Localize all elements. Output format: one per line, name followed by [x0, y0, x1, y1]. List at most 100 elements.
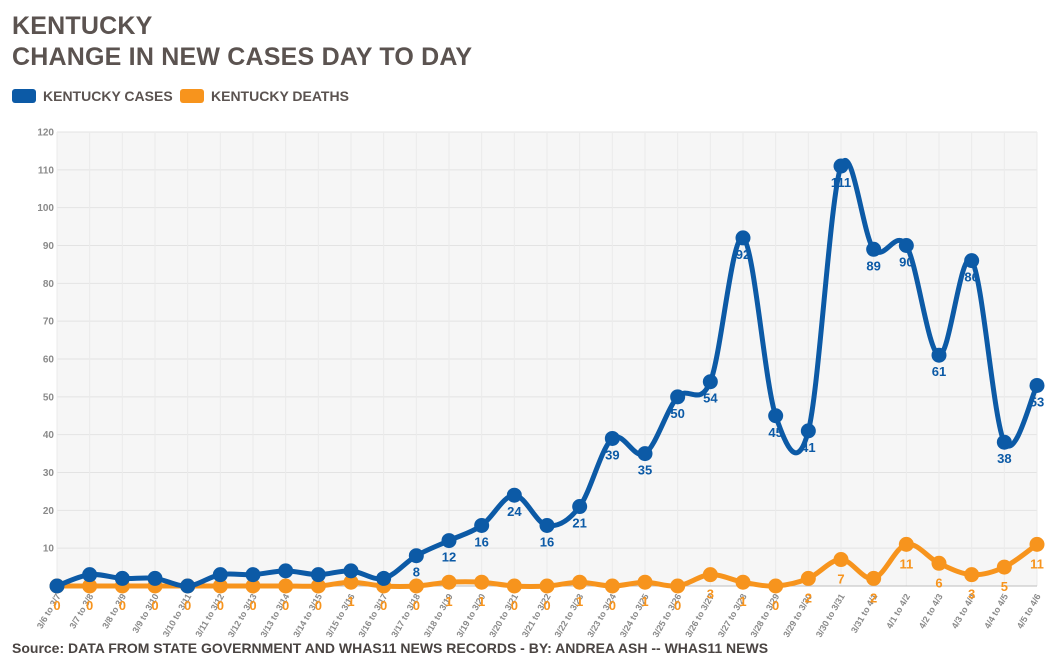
y-tick-label: 40 — [43, 430, 55, 441]
data-label-deaths: 1 — [478, 594, 485, 609]
data-point-deaths — [964, 567, 980, 583]
data-point-deaths — [539, 578, 555, 594]
data-label-deaths: 3 — [707, 587, 714, 602]
data-label-cases: 50 — [670, 406, 684, 421]
data-label-cases: 54 — [703, 391, 718, 406]
legend-item-deaths[interactable]: KENTUCKY DEATHS — [180, 88, 349, 104]
y-tick-label: 110 — [38, 165, 55, 176]
data-point-deaths — [768, 578, 784, 594]
data-point-cases — [1029, 377, 1045, 393]
y-tick-label: 20 — [43, 506, 55, 517]
data-point-deaths — [572, 574, 588, 590]
data-point-cases — [212, 567, 228, 583]
x-tick-label: 3/30 to 3/31 — [814, 592, 847, 639]
data-label-deaths: 0 — [772, 598, 779, 613]
data-label-cases: 89 — [866, 258, 880, 273]
data-point-cases — [49, 578, 65, 594]
data-point-cases — [735, 230, 751, 246]
data-label-deaths: 0 — [53, 598, 60, 613]
data-point-deaths — [898, 536, 914, 552]
data-point-deaths — [408, 578, 424, 594]
data-point-deaths — [441, 574, 457, 590]
legend-label-deaths: KENTUCKY DEATHS — [211, 88, 349, 104]
data-point-cases — [670, 389, 686, 405]
y-tick-label: 100 — [37, 203, 54, 214]
data-label-deaths: 1 — [347, 594, 354, 609]
data-point-deaths — [343, 574, 359, 590]
data-label-deaths: 0 — [86, 598, 93, 613]
y-tick-label: 80 — [43, 279, 55, 290]
data-point-deaths — [637, 574, 653, 590]
data-point-deaths — [866, 570, 882, 586]
data-point-deaths — [245, 578, 261, 594]
y-tick-label: 50 — [43, 392, 55, 403]
data-point-deaths — [735, 574, 751, 590]
x-tick-label: 4/4 to 4/5 — [982, 592, 1010, 630]
y-tick-label: 90 — [43, 241, 55, 252]
data-point-cases — [506, 487, 522, 503]
data-label-deaths: 0 — [119, 598, 126, 613]
data-point-cases — [866, 241, 882, 257]
data-label-deaths: 5 — [1001, 579, 1008, 594]
source-note: Source: DATA FROM STATE GOVERNMENT AND W… — [12, 640, 769, 656]
data-label-cases: 90 — [899, 255, 913, 270]
data-label-deaths: 0 — [609, 598, 616, 613]
data-point-cases — [768, 408, 784, 424]
data-point-cases — [964, 253, 980, 269]
data-point-deaths — [82, 578, 98, 594]
data-label-deaths: 0 — [315, 598, 322, 613]
data-point-cases — [82, 567, 98, 583]
data-point-cases — [278, 563, 294, 579]
data-label-cases: 21 — [572, 516, 586, 531]
data-label-cases: 35 — [638, 463, 652, 478]
data-label-deaths: 0 — [543, 598, 550, 613]
data-label-cases: 111 — [831, 175, 851, 190]
data-point-cases — [474, 517, 490, 533]
data-point-deaths — [931, 555, 947, 571]
data-point-cases — [441, 533, 457, 549]
data-label-deaths: 3 — [968, 587, 975, 602]
data-label-deaths: 0 — [184, 598, 191, 613]
data-point-deaths — [310, 578, 326, 594]
data-point-cases — [637, 446, 653, 462]
data-point-cases — [147, 570, 163, 586]
data-label-deaths: 0 — [413, 598, 420, 613]
data-point-cases — [800, 423, 816, 439]
x-tick-label: 4/2 to 4/3 — [917, 592, 945, 630]
data-label-deaths: 0 — [674, 598, 681, 613]
data-point-cases — [539, 517, 555, 533]
data-point-cases — [702, 374, 718, 390]
data-point-deaths — [506, 578, 522, 594]
legend-label-cases: KENTUCKY CASES — [43, 88, 173, 104]
data-point-cases — [245, 567, 261, 583]
data-point-deaths — [996, 559, 1012, 575]
data-label-deaths: 1 — [576, 594, 583, 609]
legend-item-cases[interactable]: KENTUCKY CASES — [12, 88, 173, 104]
data-label-cases: 92 — [736, 247, 750, 262]
y-tick-label: 70 — [43, 317, 55, 328]
chart-subtitle: CHANGE IN NEW CASES DAY TO DAY — [12, 43, 473, 71]
data-point-deaths — [474, 574, 490, 590]
data-point-deaths — [670, 578, 686, 594]
chart-title: KENTUCKY — [12, 12, 153, 40]
data-label-deaths: 2 — [805, 590, 812, 605]
data-point-cases — [572, 499, 588, 515]
data-label-cases: 12 — [442, 550, 456, 565]
data-label-cases: 61 — [932, 364, 946, 379]
data-label-deaths: 1 — [641, 594, 648, 609]
data-label-deaths: 2 — [870, 590, 877, 605]
data-point-cases — [376, 570, 392, 586]
data-point-cases — [180, 578, 196, 594]
data-label-cases: 16 — [474, 534, 488, 549]
data-point-deaths — [833, 552, 849, 568]
data-point-cases — [343, 563, 359, 579]
y-tick-label: 120 — [37, 128, 54, 139]
data-point-cases — [996, 434, 1012, 450]
data-label-deaths: 0 — [511, 598, 518, 613]
data-label-cases: 45 — [768, 425, 782, 440]
data-point-cases — [604, 430, 620, 446]
legend-swatch-deaths — [180, 89, 204, 103]
data-label-deaths: 0 — [380, 598, 387, 613]
data-point-cases — [833, 158, 849, 174]
